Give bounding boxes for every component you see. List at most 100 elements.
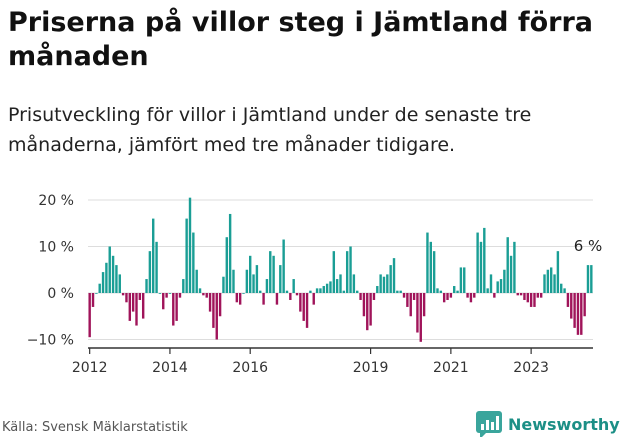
bar: [325, 283, 329, 293]
bar: [218, 293, 222, 317]
bar: [553, 274, 556, 293]
y-tick-label: 0 %: [47, 286, 74, 302]
bar: [493, 293, 496, 298]
bar: [152, 218, 155, 293]
bar: [436, 288, 439, 293]
bar: [543, 274, 546, 293]
bar: [533, 293, 536, 307]
bar: [473, 293, 476, 298]
bar: [238, 293, 242, 305]
bar: [185, 218, 188, 293]
bar: [345, 251, 349, 293]
bar: [315, 288, 319, 293]
bar: [208, 293, 212, 312]
newsworthy-logo-icon: [476, 411, 502, 437]
gridlines: [88, 199, 593, 340]
bar: [95, 293, 98, 294]
y-tick-label: 10 %: [38, 240, 74, 256]
bar: [172, 293, 175, 326]
bar: [576, 293, 580, 335]
bar: [519, 293, 523, 296]
bar: [138, 293, 142, 300]
bar: [439, 290, 443, 293]
last-value-annotation: 6 %: [574, 237, 603, 255]
chart-subtitle: Prisutveckling för villor i Jämtland und…: [8, 104, 532, 156]
bar: [195, 269, 198, 293]
bar: [386, 274, 389, 293]
bar: [399, 290, 402, 293]
bar: [483, 227, 486, 293]
brand-logo[interactable]: Newsworthy: [476, 410, 620, 438]
x-tick-label: 2019: [353, 360, 389, 376]
bar: [463, 267, 466, 293]
bar: [262, 293, 265, 305]
bar: [175, 293, 178, 321]
bar: [272, 255, 275, 293]
bar: [242, 293, 245, 294]
bar: [125, 293, 128, 303]
bar: [295, 293, 299, 296]
bar: [115, 265, 118, 293]
bar: [506, 237, 509, 293]
bar: [486, 288, 489, 293]
bar: [590, 265, 593, 293]
bar: [406, 293, 409, 307]
bar: [88, 293, 91, 338]
bar: [192, 232, 195, 293]
bar: [489, 274, 493, 293]
bar: [182, 279, 185, 293]
bar: [566, 293, 570, 307]
bar: [516, 293, 519, 296]
bar: [225, 237, 228, 293]
bar: [359, 293, 362, 300]
bar: [476, 232, 479, 293]
bar: [349, 246, 352, 293]
x-tick-label: 2012: [72, 360, 108, 376]
bar: [335, 279, 339, 293]
y-tick-label: −10 %: [27, 333, 74, 349]
bar: [269, 251, 272, 293]
bar: [432, 251, 436, 293]
bar: [422, 293, 426, 317]
bar: [202, 293, 205, 296]
bar: [322, 286, 325, 294]
bar: [265, 279, 269, 293]
bar: [285, 290, 289, 293]
bar: [402, 293, 406, 298]
bar: [496, 281, 499, 294]
bar: [162, 293, 165, 310]
bar-chart: 20 % 10 % 0 % −10 % 2012 2014 2016 2019 2021 202…: [27, 193, 603, 376]
bar: [449, 293, 453, 298]
bar: [469, 293, 473, 303]
bar: [198, 288, 202, 293]
bar: [275, 293, 279, 305]
bar: [479, 241, 483, 293]
bar: [309, 290, 312, 293]
brand-name: Newsworthy: [508, 414, 620, 434]
bar: [141, 293, 145, 319]
bar: [131, 293, 135, 312]
bar: [205, 293, 208, 298]
bar: [312, 293, 315, 305]
bar: [282, 239, 285, 293]
bar: [302, 293, 305, 321]
bar: [111, 255, 115, 293]
y-tick-label: 20 %: [38, 193, 74, 209]
bar: [529, 293, 533, 307]
bar: [509, 255, 513, 293]
bar: [503, 269, 506, 293]
bar: [292, 279, 295, 293]
bar: [299, 293, 302, 312]
bar: [356, 290, 359, 293]
bar: [212, 293, 215, 328]
bar: [416, 293, 419, 333]
x-tick-label: 2023: [513, 360, 549, 376]
bar: [135, 293, 138, 326]
bar: [168, 293, 172, 294]
x-tick-label: 2021: [433, 360, 469, 376]
bar: [249, 255, 252, 293]
bar: [539, 293, 543, 298]
bar: [382, 276, 386, 293]
bar: [549, 267, 553, 293]
bar: [369, 293, 372, 326]
